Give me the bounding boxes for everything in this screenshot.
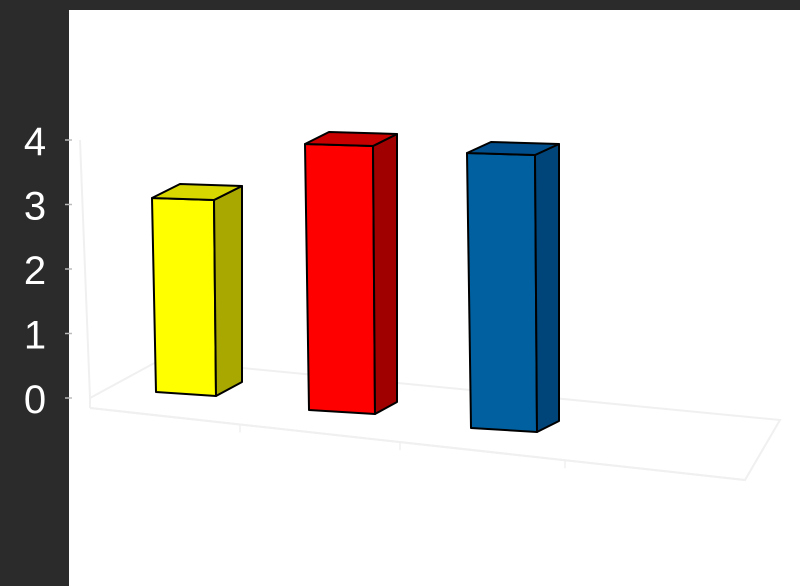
bar-2 <box>304 131 398 415</box>
y-tick-label: 4 <box>24 120 46 164</box>
y-axis-line <box>79 139 91 408</box>
bar-top-face <box>466 141 560 156</box>
bar-side-face <box>372 133 398 415</box>
y-tick-label: 3 <box>24 185 46 229</box>
bar-side-face <box>213 185 243 397</box>
y-tick-label: 2 <box>24 249 46 293</box>
bar-side-face <box>534 143 560 433</box>
bar-front-face <box>304 143 376 415</box>
y-tick-label: 0 <box>24 378 46 422</box>
x-axis-line <box>89 407 746 481</box>
bar-front-face <box>466 152 538 433</box>
chart-axes <box>65 139 782 482</box>
bar-front-face <box>151 197 217 397</box>
y-tick-labels: 0 1 2 3 4 <box>24 120 46 422</box>
bar-top-face <box>304 131 398 147</box>
bar-top-face <box>151 183 243 201</box>
chart-bars <box>151 131 560 433</box>
bar-1 <box>151 183 243 397</box>
bar-3 <box>466 141 560 433</box>
y-tick-label: 1 <box>24 314 46 358</box>
